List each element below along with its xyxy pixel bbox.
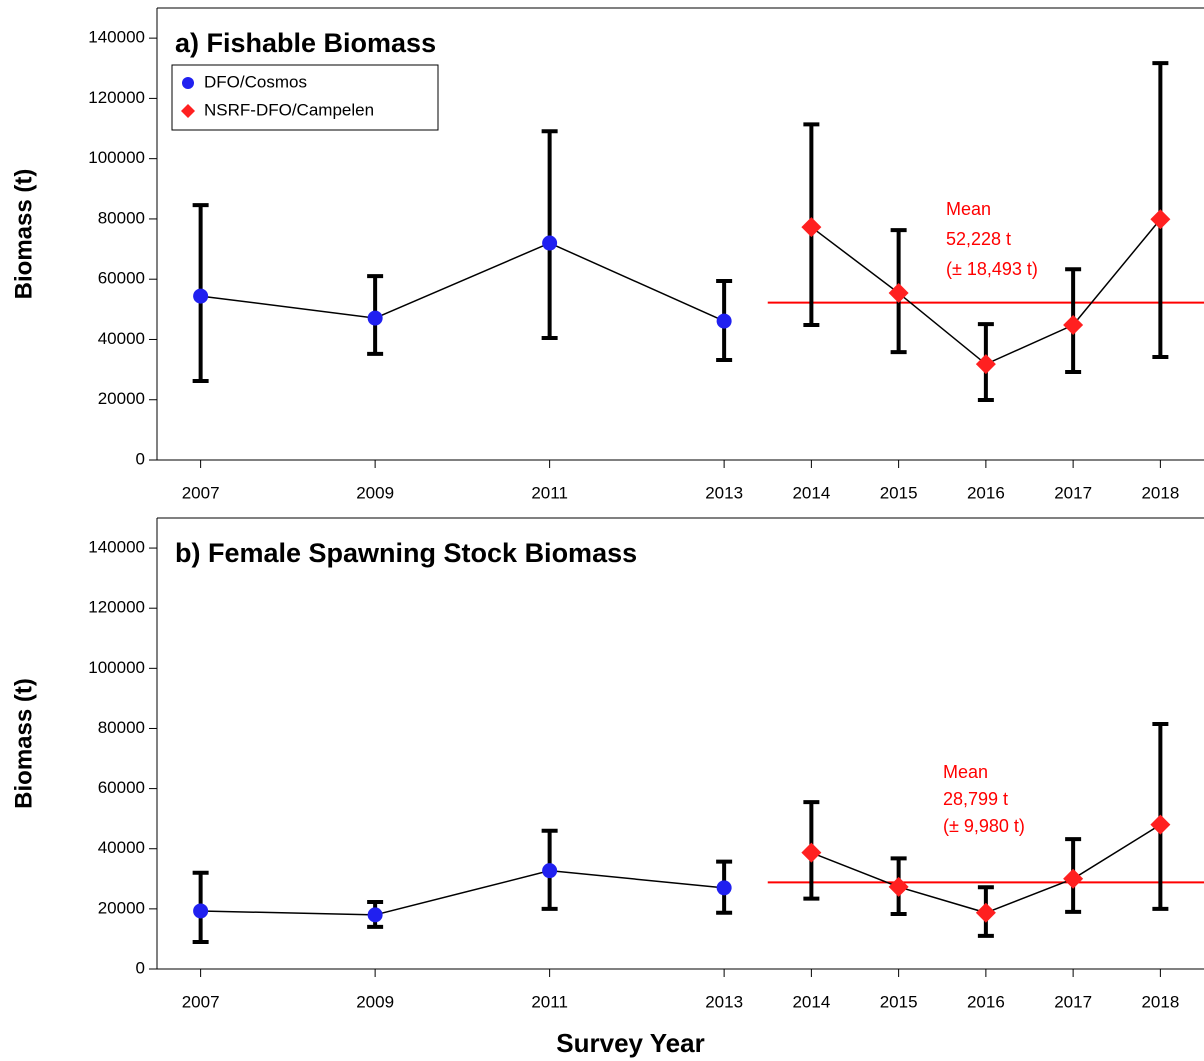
- y-tick-label: 0: [136, 449, 145, 468]
- x-tick-label: 2015: [880, 992, 918, 1011]
- x-tick-label: 2013: [705, 483, 743, 502]
- mean-annotation: 52,228 t: [946, 229, 1011, 249]
- y-tick-label: 60000: [98, 778, 145, 797]
- x-tick-label: 2017: [1054, 483, 1092, 502]
- legend-box: [171, 64, 439, 131]
- x-tick-label: 2017: [1054, 992, 1092, 1011]
- x-tick-label: 2009: [356, 483, 394, 502]
- x-tick-label: 2014: [792, 483, 830, 502]
- legend-marker: [181, 104, 195, 118]
- data-point: [975, 354, 996, 375]
- data-point: [888, 876, 909, 897]
- x-tick-label: 2016: [967, 992, 1005, 1011]
- y-tick-label: 100000: [88, 148, 145, 167]
- data-point: [1150, 209, 1171, 230]
- y-tick-label: 20000: [98, 389, 145, 408]
- data-point: [716, 313, 732, 329]
- mean-annotation: (± 9,980 t): [943, 816, 1025, 836]
- mean-annotation: 28,799 t: [943, 789, 1008, 809]
- mean-annotation: Mean: [943, 762, 988, 782]
- x-tick-label: 2007: [182, 483, 220, 502]
- y-tick-label: 40000: [98, 838, 145, 857]
- y-tick-label: 100000: [88, 658, 145, 677]
- x-tick-label: 2009: [356, 992, 394, 1011]
- legend-entry: DFO/Cosmos: [182, 72, 307, 91]
- y-tick-label: 140000: [88, 28, 145, 47]
- data-point: [542, 863, 558, 879]
- y-tick-label: 80000: [98, 718, 145, 737]
- data-point: [1063, 315, 1084, 336]
- data-point: [888, 283, 909, 304]
- data-point: [801, 217, 822, 238]
- y-tick-label: 120000: [88, 88, 145, 107]
- data-point: [193, 903, 209, 919]
- y-tick-label: 60000: [98, 269, 145, 288]
- y-tick-label: 140000: [88, 538, 145, 557]
- y-tick-label: 40000: [98, 329, 145, 348]
- y-tick-label: 120000: [88, 598, 145, 617]
- x-tick-label: 2011: [531, 992, 568, 1011]
- data-point: [1063, 868, 1084, 889]
- x-tick-label: 2016: [967, 483, 1005, 502]
- data-point: [542, 235, 558, 251]
- data-point: [367, 310, 383, 326]
- x-tick-label: 2011: [531, 483, 568, 502]
- y-axis-label: Biomass (t): [10, 169, 37, 300]
- data-point: [975, 902, 996, 923]
- x-tick-label: 2018: [1141, 992, 1179, 1011]
- x-tick-label: 2013: [705, 992, 743, 1011]
- error-bar: [541, 129, 558, 340]
- y-axis-label: Biomass (t): [10, 678, 37, 809]
- mean-annotation: Mean: [946, 199, 991, 219]
- x-tick-label: 2007: [182, 992, 220, 1011]
- series-line: [200, 869, 725, 916]
- y-tick-label: 20000: [98, 898, 145, 917]
- chart-title: b) Female Spawning Stock Biomass: [175, 538, 637, 568]
- x-tick-label: 2018: [1141, 483, 1179, 502]
- y-tick-label: 80000: [98, 208, 145, 227]
- chart-title: a) Fishable Biomass: [175, 28, 436, 58]
- x-tick-label: 2015: [880, 483, 918, 502]
- legend-label: DFO/Cosmos: [204, 72, 307, 91]
- x-tick-label: 2014: [792, 992, 830, 1011]
- y-tick-label: 0: [136, 958, 145, 977]
- legend-marker: [182, 77, 194, 89]
- mean-annotation: (± 18,493 t): [946, 259, 1038, 279]
- series-line: [200, 242, 725, 322]
- legend-entry: NSRF-DFO/Campelen: [181, 100, 374, 119]
- legend-label: NSRF-DFO/Campelen: [204, 100, 374, 119]
- data-point: [1150, 814, 1171, 835]
- x-axis-label: Survey Year: [556, 1028, 704, 1058]
- data-point: [801, 842, 822, 863]
- data-point: [716, 880, 732, 896]
- data-point: [367, 907, 383, 923]
- data-point: [193, 288, 209, 304]
